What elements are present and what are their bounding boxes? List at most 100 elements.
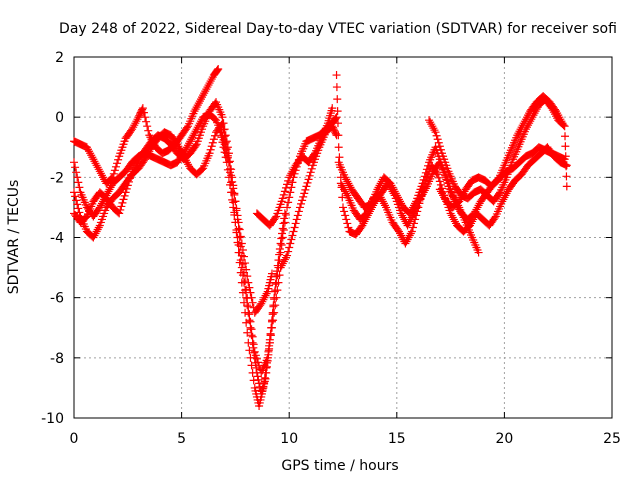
data-point — [559, 121, 568, 130]
data-point — [194, 121, 203, 130]
data-point — [339, 183, 347, 192]
data-point — [399, 213, 408, 222]
data-point — [376, 193, 385, 202]
data-point — [250, 353, 259, 362]
data-point — [243, 328, 252, 337]
chart-title: Day 248 of 2022, Sidereal Day-to-day VTE… — [59, 21, 617, 37]
data-point — [449, 215, 458, 224]
data-point — [380, 201, 389, 210]
data-point — [214, 65, 223, 74]
data-point — [234, 241, 243, 250]
data-point — [339, 203, 347, 212]
data-point — [342, 189, 351, 198]
data-point — [343, 177, 352, 186]
series-track-f — [252, 104, 337, 230]
data-point — [276, 239, 285, 248]
data-point — [334, 143, 343, 152]
data-point — [201, 87, 210, 96]
data-point — [410, 219, 419, 228]
data-point — [104, 187, 113, 196]
data-point — [307, 164, 316, 173]
data-point — [331, 115, 340, 124]
data-point — [75, 208, 84, 217]
data-point — [474, 201, 483, 210]
data-point — [142, 117, 151, 126]
data-point — [261, 291, 270, 300]
data-point — [333, 95, 342, 104]
data-point — [333, 107, 342, 116]
data-point — [181, 145, 190, 154]
data-point — [283, 180, 292, 189]
data-point — [301, 185, 310, 194]
data-point — [340, 185, 349, 194]
data-point — [244, 308, 253, 317]
data-point — [223, 165, 232, 174]
data-point — [417, 191, 426, 200]
data-point — [432, 168, 441, 177]
data-point — [268, 308, 277, 317]
data-point — [524, 111, 533, 120]
data-point — [283, 203, 292, 212]
data-point — [252, 368, 261, 377]
data-point — [391, 189, 400, 198]
series-track-l — [435, 92, 567, 212]
data-point — [515, 127, 524, 136]
data-point — [235, 248, 244, 257]
data-point — [93, 163, 102, 172]
data-point — [521, 115, 530, 124]
data-point — [284, 247, 293, 256]
data-point — [562, 161, 571, 170]
data-point — [373, 185, 382, 194]
data-point — [558, 119, 567, 128]
y-axis-label: SDTVAR / TECUs — [6, 180, 22, 295]
data-point — [283, 251, 292, 260]
data-point — [202, 85, 211, 94]
data-point — [334, 131, 343, 140]
data-point — [432, 131, 441, 140]
data-point — [203, 83, 212, 92]
data-point — [191, 105, 200, 114]
data-point — [404, 233, 413, 242]
data-point — [342, 215, 351, 224]
data-point — [277, 241, 286, 250]
x-tick-labels: 0 5 10 15 20 25 — [70, 431, 621, 447]
data-point — [71, 163, 80, 172]
data-point — [231, 218, 240, 227]
data-point — [219, 143, 228, 152]
data-point — [276, 263, 285, 272]
data-point — [436, 187, 445, 196]
data-point — [129, 165, 138, 174]
data-point — [249, 343, 258, 352]
data-point — [501, 191, 510, 200]
data-point — [455, 205, 464, 214]
data-point — [221, 153, 230, 162]
data-point — [207, 75, 216, 84]
data-point — [390, 187, 399, 196]
data-point — [394, 227, 403, 236]
data-point — [73, 173, 82, 182]
data-point — [185, 139, 194, 148]
data-point — [387, 181, 396, 190]
data-point — [212, 67, 221, 76]
data-point — [280, 255, 289, 264]
data-point — [415, 199, 424, 208]
data-point — [233, 233, 242, 242]
data-point — [271, 286, 280, 295]
data-point — [280, 187, 289, 196]
data-point — [257, 299, 266, 308]
data-point — [345, 181, 354, 190]
data-point — [237, 263, 246, 272]
data-point — [495, 189, 504, 198]
tick-layer — [73, 56, 613, 419]
data-point — [109, 169, 118, 178]
data-point — [267, 269, 276, 278]
data-point — [105, 185, 114, 194]
data-point — [206, 77, 215, 86]
data-point — [393, 193, 402, 202]
data-point — [305, 171, 314, 180]
data-point — [219, 119, 228, 128]
data-point — [433, 135, 442, 144]
data-point — [243, 301, 252, 310]
data-point — [121, 188, 130, 197]
data-point — [111, 162, 120, 171]
